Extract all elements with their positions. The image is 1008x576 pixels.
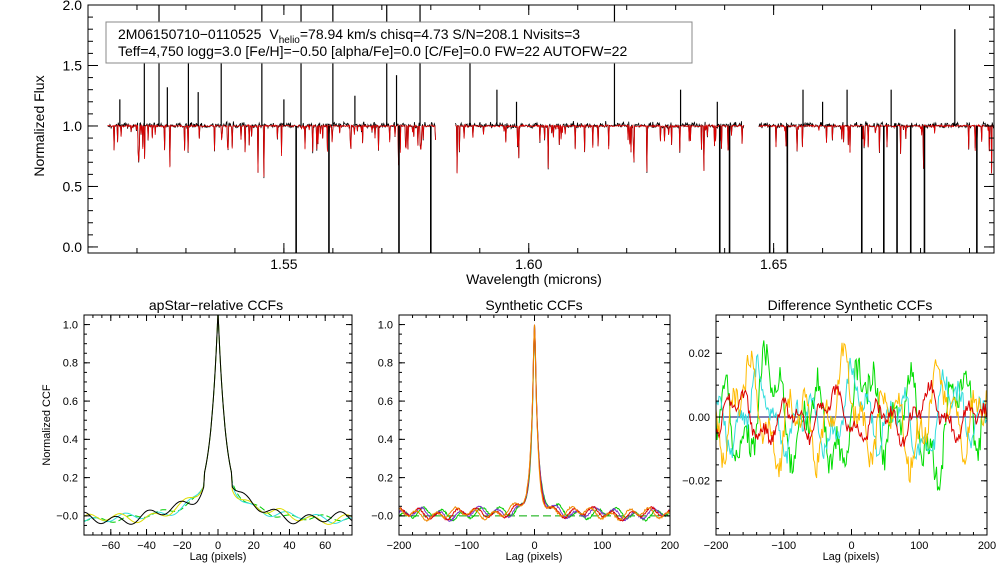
v-prefix: V xyxy=(269,26,279,42)
ccf-line xyxy=(399,324,670,522)
difference-line xyxy=(716,380,987,448)
y-tick-label: 0.02 xyxy=(689,348,710,360)
apstar-ccf-data xyxy=(84,315,352,525)
ccf-line xyxy=(84,315,352,525)
x-tick-label: 0 xyxy=(848,540,854,552)
ccf-line xyxy=(399,324,670,522)
y-tick-label: 1.0 xyxy=(63,118,83,134)
ccf-line xyxy=(84,315,352,523)
y-tick-label: 1.5 xyxy=(63,57,83,73)
y-tick-label: 0.00 xyxy=(689,412,710,424)
x-tick-label: 1.65 xyxy=(760,256,787,272)
apstar-ccf-frame xyxy=(83,314,353,536)
y-tick-label: 0.4 xyxy=(378,434,393,446)
y-tick-label: 0.4 xyxy=(63,434,78,446)
x-tick-label: 100 xyxy=(910,540,928,552)
x-tick-label: −40 xyxy=(137,540,156,552)
ccf-line xyxy=(84,315,352,524)
synthetic-ccf-data xyxy=(399,324,670,522)
x-tick-label: −60 xyxy=(101,540,120,552)
difference-ccf-ticks: −200 −100 0 100 200 −0.02 0.00 0.02 xyxy=(682,315,996,552)
apstar-traces xyxy=(84,315,352,525)
spectrum-ylabel: Normalized Flux xyxy=(31,75,47,176)
y-tick-label: −0.02 xyxy=(682,476,710,488)
x-tick-label: −100 xyxy=(771,540,796,552)
difference-ccf-panel: Difference Synthetic CCFs −200 −100 0 100 20… xyxy=(682,297,996,563)
difference-line xyxy=(716,342,987,483)
difference-line xyxy=(716,353,987,464)
y-tick-label: 0.2 xyxy=(63,472,78,484)
model-spectrum-line xyxy=(107,123,436,177)
annotation-box: 2M06150710−0110525 Vhelio=78.94 km/s chis… xyxy=(105,21,693,64)
spectrum-ticks: 1.55 1.60 1.65 0.0 0.5 1.0 1.5 2.0 xyxy=(63,0,994,272)
y-tick-label: 0.0 xyxy=(63,239,83,255)
annotation-frame xyxy=(105,21,693,64)
x-tick-label: −20 xyxy=(173,540,192,552)
x-tick-label: 0 xyxy=(215,540,221,552)
synthetic-ccf-panel: Synthetic CCFs −200 −100 0 100 200 −0.0 0.2 0.4… xyxy=(371,297,679,563)
y-tick-label: 0.6 xyxy=(63,396,78,408)
x-tick-label: −200 xyxy=(704,540,729,552)
apstar-ccf-panel: apStar−relative CCFs −60 −40 −20 0 20 40 60 −0.… xyxy=(41,297,353,563)
difference-ccf-xlabel: Lag (pixels) xyxy=(823,551,880,563)
y-tick-label: 1.0 xyxy=(63,319,78,331)
x-tick-label: 200 xyxy=(978,540,996,552)
x-tick-label: 100 xyxy=(593,540,611,552)
x-tick-label: 20 xyxy=(248,540,260,552)
observed-spectrum-line xyxy=(454,120,745,174)
observed-spectrum-line xyxy=(758,120,994,174)
y-tick-label: 0.8 xyxy=(63,358,78,370)
y-tick-label: −0.0 xyxy=(56,511,78,523)
difference-traces xyxy=(716,340,987,491)
v-sub: helio xyxy=(279,35,301,46)
apstar-ccf-xlabel: Lag (pixels) xyxy=(190,551,247,563)
x-tick-label: −100 xyxy=(454,540,479,552)
spectrum-frame xyxy=(87,4,995,254)
annotation-line-1: 2M06150710−0110525 Vhelio=78.94 km/s chis… xyxy=(118,26,580,46)
ccf-line xyxy=(84,315,352,525)
spectrum-xlabel: Wavelength (microns) xyxy=(466,271,602,287)
synthetic-ccf-title: Synthetic CCFs xyxy=(485,297,582,313)
spectrum-panel: 1.55 1.60 1.65 0.0 0.5 1.0 1.5 2.0 Wavelength (… xyxy=(31,0,995,287)
apstar-ccf-title: apStar−relative CCFs xyxy=(149,297,283,313)
y-tick-label: 1.0 xyxy=(378,319,393,331)
ccf-line xyxy=(399,324,670,522)
y-tick-label: 2.0 xyxy=(63,0,83,13)
x-tick-label: 1.55 xyxy=(270,256,297,272)
x-tick-label: 1.60 xyxy=(515,256,542,272)
apstar-ccf-ticks: −60 −40 −20 0 20 40 60 −0.0 0.2 0.4 0.6 0.8 1.0 xyxy=(56,314,353,552)
apstar-ccf-ylabel: Normalized CCF xyxy=(41,384,53,466)
y-tick-label: 0.2 xyxy=(378,472,393,484)
y-tick-label: 0.6 xyxy=(378,396,393,408)
difference-ccf-data xyxy=(716,340,987,491)
v-rest: =78.94 km/s chisq=4.73 S/N=208.1 Nvisits… xyxy=(300,26,580,42)
ccf-line xyxy=(399,324,670,522)
difference-ccf-title: Difference Synthetic CCFs xyxy=(768,297,933,313)
model-spectrum-line xyxy=(455,123,745,174)
x-tick-label: 200 xyxy=(661,540,679,552)
x-tick-label: 0 xyxy=(531,540,537,552)
synthetic-ccf-ticks: −200 −100 0 100 200 −0.0 0.2 0.4 0.6 0.8 1.0 xyxy=(371,314,679,552)
y-tick-label: 0.5 xyxy=(63,178,83,194)
synthetic-ccf-frame xyxy=(398,314,671,536)
x-tick-label: 60 xyxy=(319,540,331,552)
annotation-line-2: Teff=4,750 logg=3.0 [Fe/H]=−0.50 [alpha/… xyxy=(118,43,627,59)
x-tick-label: 40 xyxy=(283,540,295,552)
y-tick-label: −0.0 xyxy=(371,511,393,523)
observed-spectrum-line xyxy=(107,120,436,179)
synthetic-traces xyxy=(399,324,670,522)
model-spectrum-line xyxy=(758,123,994,174)
synthetic-ccf-xlabel: Lag (pixels) xyxy=(506,551,563,563)
star-id: 2M06150710−0110525 xyxy=(118,26,262,42)
y-tick-label: 0.8 xyxy=(378,358,393,370)
x-tick-label: −200 xyxy=(387,540,412,552)
